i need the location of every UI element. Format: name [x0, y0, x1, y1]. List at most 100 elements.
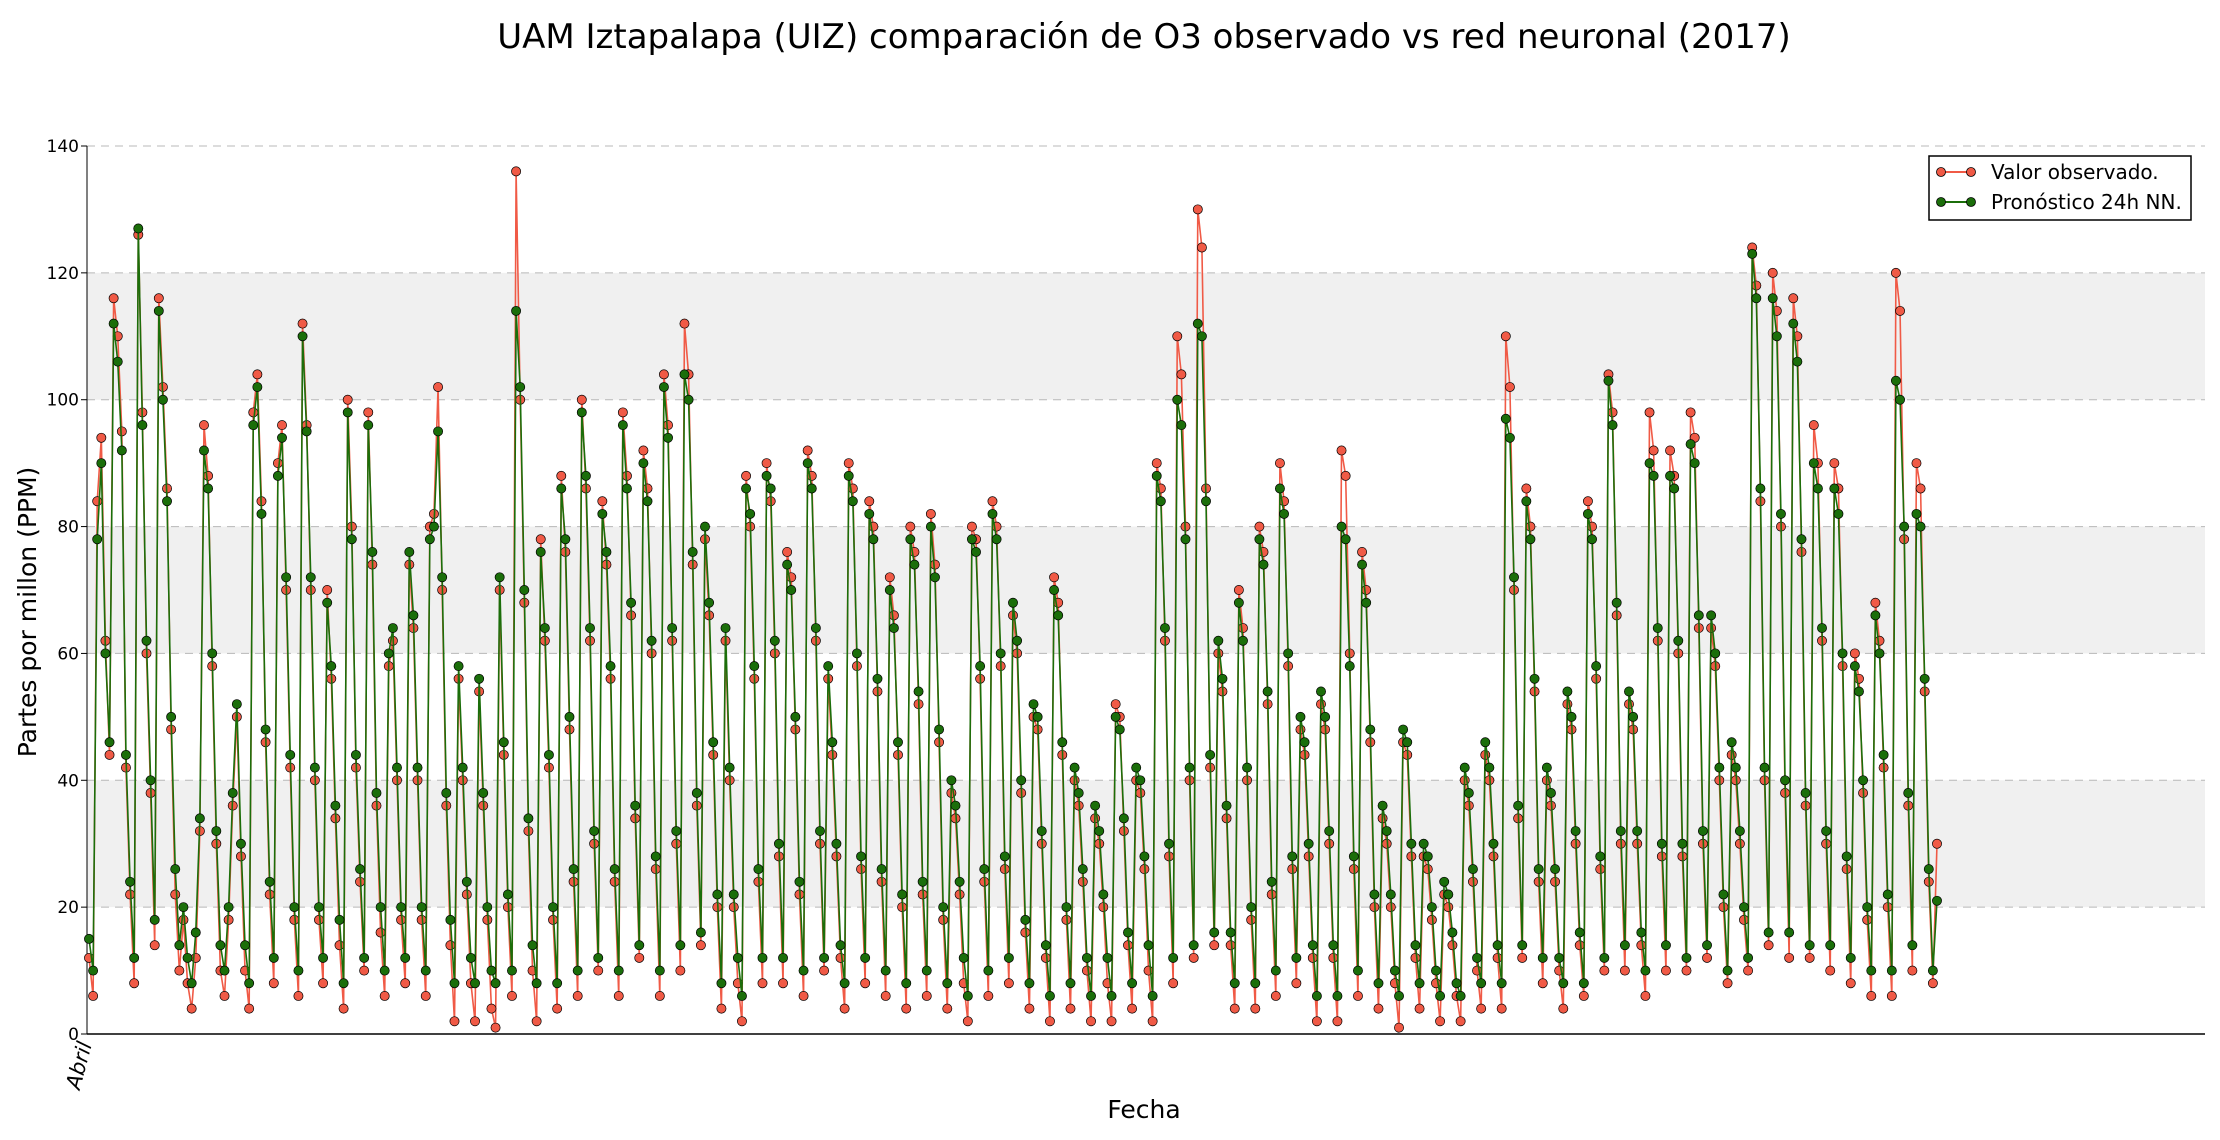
forecast-point — [806, 483, 817, 494]
forecast-point — [1476, 978, 1487, 989]
observed-point — [576, 394, 587, 405]
forecast-point — [1751, 293, 1762, 304]
observed-point — [925, 508, 936, 519]
observed-point — [1525, 521, 1536, 532]
forecast-point — [827, 737, 838, 748]
forecast-point — [1558, 978, 1569, 989]
legend-forecast-marker-left — [1936, 197, 1946, 207]
forecast-point — [157, 394, 168, 405]
forecast-point — [1722, 965, 1733, 976]
observed-point — [1521, 483, 1532, 494]
forecast-point — [823, 661, 834, 672]
forecast-point — [1554, 952, 1565, 963]
forecast-point — [264, 876, 275, 887]
forecast-point — [642, 496, 653, 507]
observed-point — [613, 990, 624, 1001]
forecast-point — [1886, 965, 1897, 976]
forecast-point — [1804, 940, 1815, 951]
forecast-point — [1229, 978, 1240, 989]
forecast-point — [334, 914, 345, 925]
forecast-point — [1040, 940, 1051, 951]
forecast-point — [1919, 673, 1930, 684]
forecast-point — [622, 483, 632, 494]
legend-box — [1928, 155, 2192, 221]
forecast-point — [1862, 902, 1873, 913]
forecast-point — [318, 952, 329, 963]
forecast-point — [1024, 978, 1035, 989]
observed-point — [400, 978, 411, 989]
forecast-point — [1049, 585, 1060, 595]
forecast-point — [227, 788, 238, 798]
forecast-point — [330, 800, 341, 811]
observed-point — [1886, 990, 1897, 1001]
forecast-point — [876, 864, 887, 875]
forecast-point — [322, 597, 333, 608]
observed-point — [1845, 978, 1856, 989]
forecast-point — [658, 382, 669, 392]
observed-point — [1172, 331, 1183, 342]
forecast-point — [728, 889, 739, 900]
forecast-point — [1426, 902, 1437, 913]
forecast-point — [810, 623, 821, 634]
forecast-point — [207, 648, 218, 659]
chart-title: UAM Iztapalapa (UIZ) comparación de O3 o… — [497, 17, 1791, 57]
forecast-point — [1127, 978, 1138, 989]
forecast-point — [962, 990, 973, 1001]
forecast-point — [893, 737, 903, 748]
observed-point — [1504, 382, 1515, 392]
observed-point — [1927, 978, 1938, 989]
observed-point — [433, 382, 444, 392]
forecast-point — [1447, 927, 1458, 938]
forecast-point — [884, 585, 895, 595]
observed-point — [149, 940, 160, 951]
forecast-point — [856, 851, 867, 862]
forecast-point — [1081, 952, 1092, 963]
forecast-point — [1238, 635, 1248, 646]
forecast-point — [1829, 483, 1840, 494]
forecast-point — [285, 749, 296, 760]
forecast-point — [667, 623, 678, 634]
y-tick-label-60: 60 — [57, 644, 79, 664]
observed-point — [129, 978, 140, 989]
forecast-point — [1878, 749, 1889, 760]
observed-point — [1229, 1003, 1240, 1014]
forecast-point — [314, 902, 324, 913]
forecast-point — [1702, 940, 1712, 951]
forecast-point — [675, 940, 686, 951]
forecast-point — [1164, 838, 1175, 849]
observed-point — [108, 293, 119, 304]
observed-point — [778, 978, 788, 989]
forecast-point — [597, 508, 608, 519]
forecast-point — [88, 965, 99, 976]
forecast-point — [486, 965, 497, 976]
forecast-point — [1739, 902, 1749, 913]
forecast-point — [1644, 458, 1655, 469]
observed-point — [88, 990, 99, 1001]
forecast-point — [293, 965, 304, 976]
forecast-point — [1172, 394, 1183, 405]
observed-point — [1086, 1016, 1096, 1027]
forecast-point — [1509, 572, 1519, 583]
observed-point — [490, 1022, 501, 1033]
forecast-point — [925, 521, 936, 532]
forecast-point — [580, 470, 591, 481]
forecast-point — [1566, 711, 1577, 722]
forecast-point — [1927, 965, 1938, 976]
observed-point — [638, 445, 649, 456]
forecast-point — [999, 851, 1010, 862]
forecast-point — [971, 546, 981, 557]
forecast-point — [133, 223, 144, 234]
observed-point — [966, 521, 977, 532]
forecast-point — [379, 965, 390, 976]
forecast-point — [515, 382, 526, 392]
forecast-point — [1500, 413, 1511, 424]
forecast-point — [1599, 952, 1610, 963]
forecast-point — [1357, 559, 1368, 570]
forecast-point — [1792, 356, 1803, 367]
forecast-point — [1065, 978, 1076, 989]
y-tick-label-40: 40 — [57, 771, 79, 791]
observed-point — [1291, 978, 1302, 989]
forecast-point — [223, 902, 234, 913]
forecast-point — [449, 978, 460, 989]
observed-point — [675, 965, 686, 976]
